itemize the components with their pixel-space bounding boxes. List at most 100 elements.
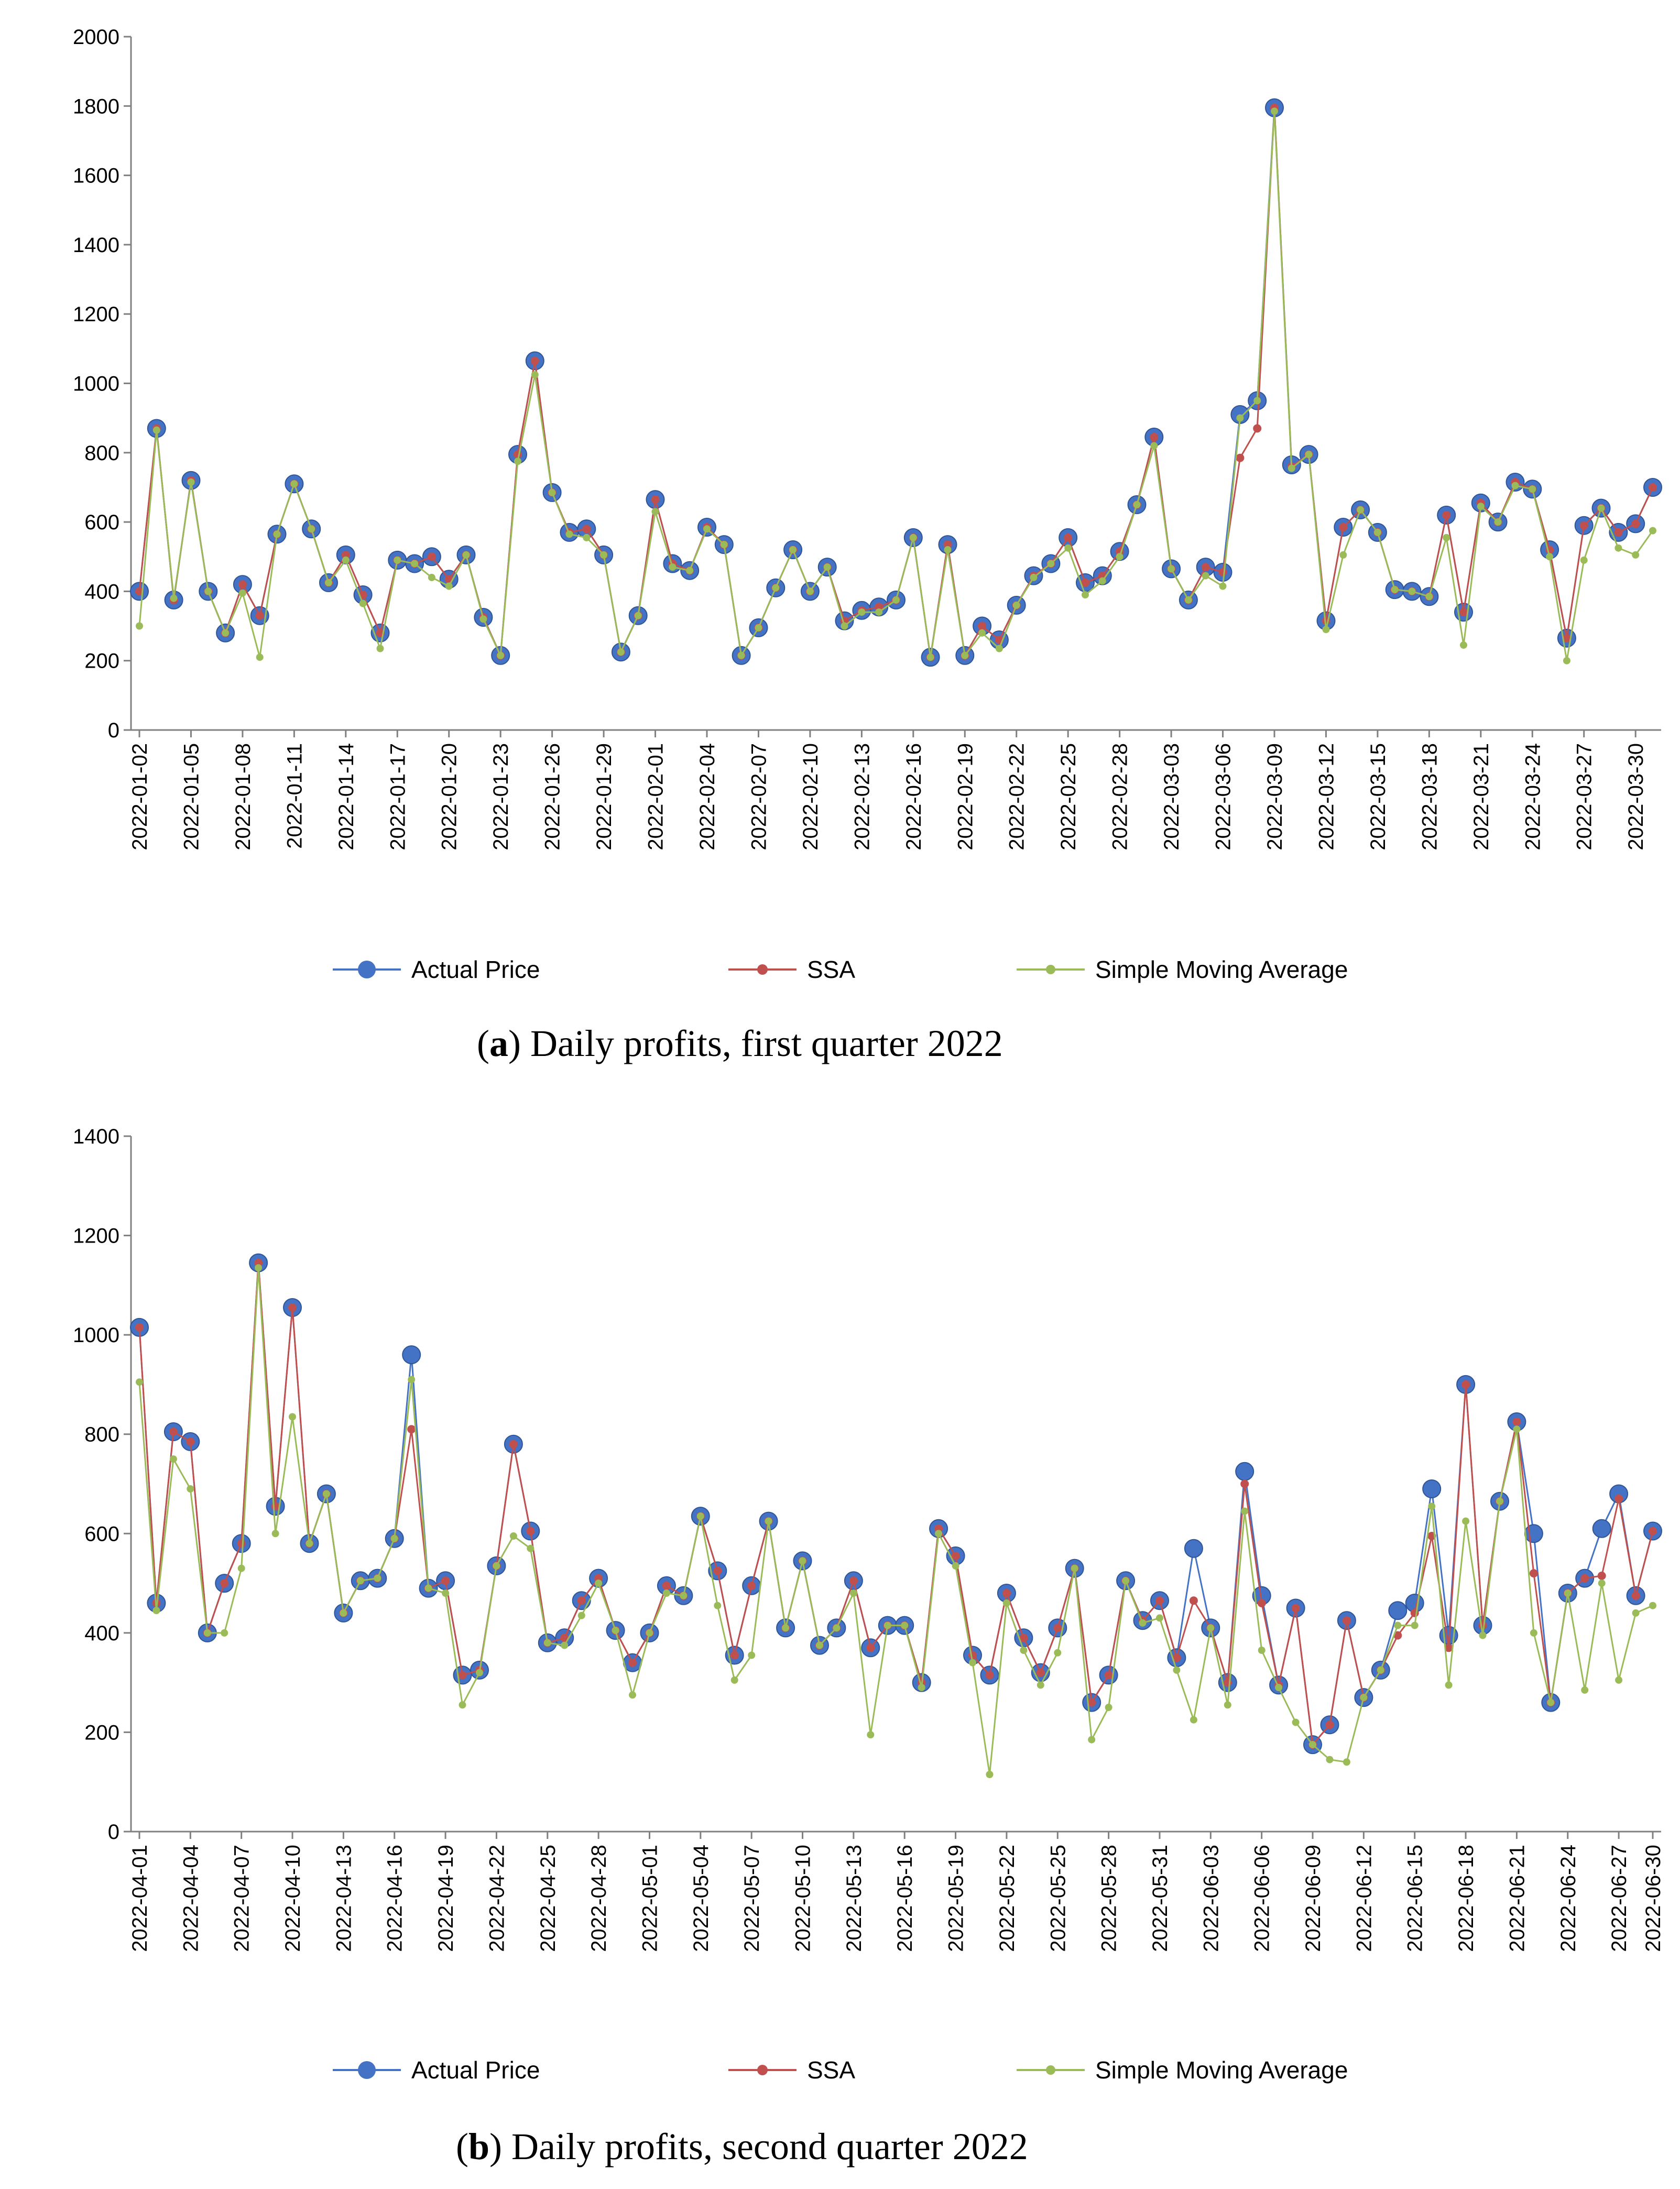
series-line bbox=[138, 1268, 1653, 1775]
data-point bbox=[340, 1609, 347, 1617]
x-tick-label: 2022-03-18 bbox=[1418, 743, 1441, 851]
data-point bbox=[271, 1530, 279, 1538]
data-point bbox=[1275, 1684, 1283, 1692]
data-point bbox=[662, 1589, 670, 1597]
y-tick-label: 1600 bbox=[73, 165, 119, 188]
data-point bbox=[943, 540, 952, 549]
legend-swatch-marker bbox=[1046, 965, 1055, 974]
data-point bbox=[1150, 433, 1159, 441]
data-point bbox=[1614, 1494, 1623, 1503]
caption-prefix: ( bbox=[477, 1022, 489, 1064]
data-point bbox=[187, 1485, 194, 1493]
data-point bbox=[1064, 533, 1073, 542]
data-point bbox=[374, 1574, 381, 1582]
figure-caption: (a) Daily profits, first quarter 2022 bbox=[477, 1022, 1003, 1064]
data-point bbox=[1087, 1698, 1096, 1707]
y-tick-label: 800 bbox=[84, 442, 119, 465]
caption-text: ) Daily profits, first quarter 2022 bbox=[508, 1022, 1003, 1064]
data-point bbox=[577, 1611, 585, 1619]
data-point bbox=[669, 563, 677, 571]
data-point bbox=[458, 1671, 467, 1680]
data-point bbox=[1442, 510, 1451, 519]
x-tick-label: 2022-03-21 bbox=[1470, 743, 1493, 851]
x-tick-label: 2022-01-11 bbox=[283, 743, 306, 849]
data-point bbox=[582, 525, 591, 533]
data-point bbox=[961, 651, 969, 659]
x-tick-label: 2022-04-16 bbox=[384, 1845, 407, 1952]
data-point bbox=[560, 1633, 569, 1642]
data-point bbox=[424, 1584, 432, 1592]
data-point bbox=[986, 1771, 994, 1778]
data-point bbox=[1257, 1599, 1266, 1607]
legend-label: Simple Moving Average bbox=[1095, 2056, 1348, 2084]
x-tick-label: 2022-06-03 bbox=[1199, 1845, 1223, 1952]
data-point bbox=[841, 622, 848, 630]
data-point bbox=[1422, 1479, 1442, 1498]
data-point bbox=[799, 1557, 806, 1565]
data-point bbox=[170, 594, 178, 602]
series-simple-moving-average bbox=[136, 107, 1656, 665]
data-point bbox=[1020, 1647, 1028, 1654]
legend-swatch-marker bbox=[1046, 2065, 1055, 2075]
data-point bbox=[1547, 1698, 1555, 1706]
data-point bbox=[459, 1701, 466, 1709]
data-point bbox=[849, 1589, 857, 1597]
data-point bbox=[1563, 657, 1570, 665]
data-point bbox=[407, 1425, 416, 1434]
data-point bbox=[1271, 107, 1278, 115]
data-point bbox=[952, 1562, 959, 1570]
data-point bbox=[1219, 582, 1227, 590]
data-point bbox=[1479, 1631, 1487, 1639]
data-point bbox=[514, 458, 521, 465]
data-point bbox=[730, 1651, 739, 1660]
data-point bbox=[1478, 1621, 1487, 1630]
data-point bbox=[1082, 591, 1089, 598]
data-point bbox=[1172, 1653, 1181, 1662]
data-point bbox=[186, 1437, 195, 1446]
data-point bbox=[1444, 1643, 1453, 1652]
data-point bbox=[703, 525, 711, 533]
data-point bbox=[1411, 1621, 1419, 1629]
data-point bbox=[680, 1592, 688, 1599]
x-tick-label: 2022-04-19 bbox=[434, 1845, 457, 1952]
x-tick-label: 2022-06-12 bbox=[1352, 1845, 1376, 1952]
legend-label: SSA bbox=[807, 956, 855, 983]
data-point bbox=[646, 1629, 653, 1637]
x-tick-label: 2022-01-26 bbox=[541, 743, 564, 851]
data-point bbox=[526, 1527, 535, 1535]
data-point bbox=[1394, 1621, 1402, 1629]
caption-letter: b bbox=[468, 2126, 489, 2168]
x-tick-label: 2022-03-30 bbox=[1624, 743, 1648, 851]
data-point bbox=[322, 1490, 330, 1498]
data-point bbox=[833, 1624, 841, 1632]
data-point bbox=[548, 488, 556, 496]
data-point bbox=[1322, 626, 1330, 634]
series-line bbox=[138, 111, 1654, 661]
y-tick-label: 1400 bbox=[73, 1125, 119, 1148]
data-point bbox=[867, 1731, 875, 1739]
data-point bbox=[600, 551, 608, 559]
data-point bbox=[169, 1428, 178, 1436]
data-point bbox=[1614, 544, 1622, 552]
y-tick-label: 2000 bbox=[73, 26, 119, 49]
data-point bbox=[402, 1345, 421, 1365]
data-point bbox=[909, 533, 917, 541]
x-tick-label: 2022-03-03 bbox=[1160, 743, 1183, 851]
data-point bbox=[883, 1621, 891, 1629]
data-point bbox=[995, 645, 1003, 652]
data-point bbox=[288, 1303, 297, 1312]
data-point bbox=[509, 1532, 517, 1540]
data-point bbox=[1071, 1564, 1078, 1572]
legend-label: Simple Moving Average bbox=[1095, 956, 1348, 983]
data-point bbox=[1155, 1596, 1164, 1605]
x-tick-label: 2022-05-01 bbox=[638, 1845, 661, 1952]
data-point bbox=[445, 582, 453, 590]
data-point bbox=[462, 551, 470, 559]
data-point bbox=[1632, 1609, 1640, 1617]
data-point bbox=[135, 1323, 144, 1332]
data-point bbox=[341, 550, 350, 559]
data-point bbox=[1511, 482, 1519, 489]
data-point bbox=[747, 1581, 756, 1590]
x-tick-label: 2022-05-04 bbox=[690, 1845, 713, 1952]
